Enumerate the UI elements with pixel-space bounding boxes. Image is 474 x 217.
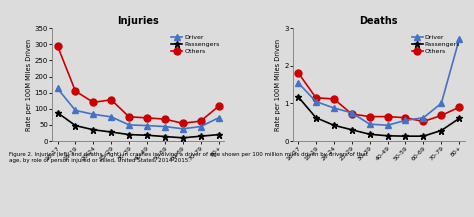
Driver xyxy=(349,112,355,114)
Passengers xyxy=(438,129,444,132)
Title: Injuries: Injuries xyxy=(117,16,159,26)
Others xyxy=(216,105,221,108)
Driver xyxy=(367,123,373,125)
Passengers xyxy=(313,117,319,119)
Y-axis label: Rate per 100M Miles Driven: Rate per 100M Miles Driven xyxy=(26,39,32,131)
Driver xyxy=(420,117,426,119)
Driver xyxy=(295,81,301,84)
Line: Others: Others xyxy=(295,69,463,125)
Passengers xyxy=(162,135,168,138)
Others xyxy=(91,101,96,104)
Title: Deaths: Deaths xyxy=(359,16,398,26)
Legend: Driver, Passengers, Others: Driver, Passengers, Others xyxy=(170,34,221,55)
Passengers xyxy=(216,133,221,136)
Driver xyxy=(313,100,319,103)
Driver xyxy=(144,124,150,127)
Others xyxy=(126,116,132,118)
Others xyxy=(198,120,203,122)
Others xyxy=(349,113,355,115)
Others xyxy=(385,115,391,118)
Line: Passengers: Passengers xyxy=(54,109,222,141)
Others xyxy=(456,106,462,108)
Others xyxy=(402,117,408,119)
Driver xyxy=(126,124,132,126)
Driver xyxy=(55,87,60,90)
Driver xyxy=(331,107,337,109)
Driver xyxy=(162,125,168,128)
Driver xyxy=(109,116,114,118)
Passengers xyxy=(331,124,337,127)
Line: Passengers: Passengers xyxy=(295,93,463,140)
Driver xyxy=(198,125,203,128)
Passengers xyxy=(109,131,114,133)
Passengers xyxy=(367,133,373,136)
Driver xyxy=(438,102,444,105)
Others xyxy=(162,118,168,120)
Text: Figure 2. Injuries (left) and deaths (right) in crashes involving a driver of ag: Figure 2. Injuries (left) and deaths (ri… xyxy=(9,152,368,163)
Passengers xyxy=(349,128,355,131)
Others xyxy=(180,122,186,125)
Others xyxy=(73,90,78,92)
Driver xyxy=(180,128,186,130)
Driver xyxy=(385,124,391,127)
Passengers xyxy=(385,135,391,137)
Passengers xyxy=(295,95,301,98)
Others xyxy=(420,120,426,123)
Passengers xyxy=(73,124,78,127)
Passengers xyxy=(456,117,462,120)
Driver xyxy=(402,119,408,122)
Others xyxy=(144,117,150,119)
Passengers xyxy=(144,134,150,136)
Y-axis label: Rate per 100M Miles Driven: Rate per 100M Miles Driven xyxy=(275,39,281,131)
Others xyxy=(109,99,114,101)
Driver xyxy=(216,117,221,119)
Passengers xyxy=(55,111,60,114)
Passengers xyxy=(420,135,426,137)
Others xyxy=(55,45,60,47)
Passengers xyxy=(91,128,96,131)
Passengers xyxy=(198,135,203,138)
Driver xyxy=(91,113,96,116)
Line: Driver: Driver xyxy=(55,86,221,132)
Line: Others: Others xyxy=(54,43,222,127)
Line: Driver: Driver xyxy=(295,37,462,128)
Others xyxy=(367,115,373,118)
Passengers xyxy=(180,136,186,139)
Others xyxy=(438,114,444,117)
Driver xyxy=(73,109,78,112)
Legend: Driver, Passengers, Others: Driver, Passengers, Others xyxy=(410,34,461,55)
Driver xyxy=(456,38,462,41)
Passengers xyxy=(126,133,132,136)
Others xyxy=(331,98,337,100)
Others xyxy=(295,71,301,74)
Passengers xyxy=(402,135,408,137)
Others xyxy=(313,97,319,99)
